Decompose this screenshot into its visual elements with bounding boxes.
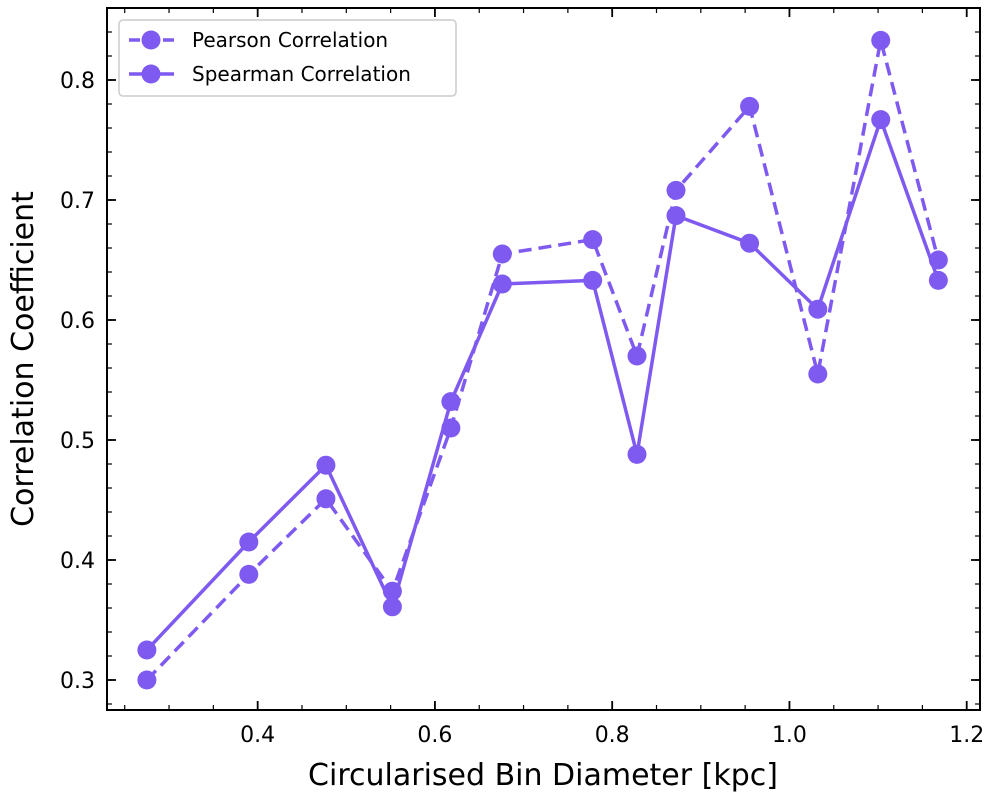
- ticks-layer: [107, 7, 980, 710]
- spearman-correlation-point: [808, 299, 828, 319]
- spearman-correlation-point: [666, 206, 686, 226]
- spearman-correlation-point: [740, 233, 760, 253]
- pearson-correlation-line: [145, 38, 940, 682]
- y-tick-label: 0.3: [60, 669, 95, 694]
- pearson-correlation-point: [808, 364, 828, 384]
- pearson-correlation-point: [492, 244, 512, 264]
- spearman-correlation-line: [145, 117, 940, 652]
- pearson-correlation-point: [137, 670, 157, 690]
- spearman-correlation-point: [137, 640, 157, 660]
- pearson-correlation-point: [239, 564, 259, 584]
- spearman-correlation-point: [583, 270, 603, 290]
- pearson-correlation-point: [316, 489, 336, 509]
- pearson-correlation-point: [871, 30, 891, 50]
- y-tick-label: 0.6: [60, 309, 95, 334]
- legend-box: [118, 19, 457, 97]
- series-layer: [137, 30, 948, 690]
- y-tick-label: 0.7: [60, 189, 95, 214]
- x-axis-title: Circularised Bin Diameter [kpc]: [308, 758, 778, 793]
- x-tick-label: 0.8: [595, 723, 630, 748]
- legend: Pearson Correlation Spearman Correlation: [118, 19, 457, 97]
- y-tick-label: 0.8: [60, 69, 95, 94]
- pearson-correlation-point: [627, 346, 647, 366]
- y-axis-title: Correlation Coefficient: [6, 191, 41, 527]
- pearson-correlation-point: [583, 230, 603, 250]
- spearman-correlation-point: [316, 455, 336, 475]
- y-tick-label: 0.5: [60, 429, 95, 454]
- spearman-correlation-point: [441, 392, 461, 412]
- legend-pearson-correlation-marker: [141, 30, 161, 50]
- pearson-correlation-point: [666, 180, 686, 200]
- legend-pearson-correlation-label: Pearson Correlation: [192, 28, 388, 52]
- x-tick-label: 1.2: [949, 723, 984, 748]
- spearman-correlation-point: [871, 110, 891, 130]
- plot-frame: [106, 7, 981, 711]
- spearman-correlation-point: [627, 444, 647, 464]
- legend-spearman-correlation-marker: [141, 64, 161, 84]
- x-tick-labels: 0.4 0.6 0.8 1.0 1.2: [240, 723, 984, 748]
- x-tick-label: 1.0: [772, 723, 807, 748]
- x-tick-label: 0.4: [240, 723, 275, 748]
- spearman-correlation-point: [382, 597, 402, 617]
- x-tick-label: 0.6: [417, 723, 452, 748]
- legend-entries: Pearson Correlation Spearman Correlation: [129, 28, 411, 86]
- y-tick-label: 0.4: [60, 549, 95, 574]
- legend-spearman-correlation-label: Spearman Correlation: [192, 62, 411, 86]
- spearman-correlation-point: [928, 270, 948, 290]
- pearson-correlation-point: [740, 96, 760, 116]
- spearman-correlation-point: [239, 532, 259, 552]
- y-tick-labels: 0.3 0.4 0.5 0.6 0.7 0.8: [60, 69, 95, 694]
- spearman-correlation-point: [492, 274, 512, 294]
